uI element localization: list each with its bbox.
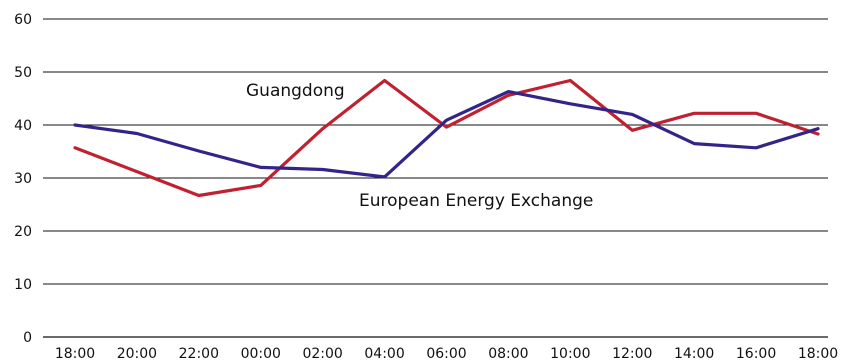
series-line-guangdong — [73, 78, 820, 198]
x-tick-label: 04:00 — [364, 346, 404, 362]
y-tick-label: 60 — [14, 12, 32, 28]
y-tick-label: 40 — [14, 118, 32, 134]
y-tick-label: 20 — [14, 224, 32, 240]
y-tick-label: 0 — [23, 330, 32, 346]
x-tick-label: 14:00 — [674, 346, 714, 362]
series-lines — [73, 78, 820, 198]
x-tick-label: 12:00 — [612, 346, 652, 362]
y-tick-label: 50 — [14, 65, 32, 81]
y-tick-label: 30 — [14, 171, 32, 187]
x-axis-ticks: 18:00 20:00 22:00 00:00 02:00 04:00 06:00 08:00… — [55, 346, 838, 362]
x-tick-label: 22:00 — [179, 346, 219, 362]
series-label-guangdong: Guangdong — [246, 81, 345, 101]
y-tick-label: 10 — [14, 277, 32, 293]
x-tick-label: 20:00 — [117, 346, 157, 362]
x-tick-label: 08:00 — [488, 346, 528, 362]
x-tick-label: 18:00 — [798, 346, 838, 362]
y-axis-ticks: 0 10 20 30 40 50 60 — [14, 12, 32, 346]
gridlines — [43, 18, 828, 338]
series-line-european-energy-exchange — [73, 89, 820, 179]
x-tick-label: 02:00 — [302, 346, 342, 362]
x-tick-label: 18:00 — [55, 346, 95, 362]
x-tick-label: 10:00 — [550, 346, 590, 362]
x-tick-label: 00:00 — [241, 346, 281, 362]
series-label-european-energy-exchange: European Energy Exchange — [359, 191, 593, 211]
x-tick-label: 16:00 — [736, 346, 776, 362]
x-tick-label: 06:00 — [426, 346, 466, 362]
